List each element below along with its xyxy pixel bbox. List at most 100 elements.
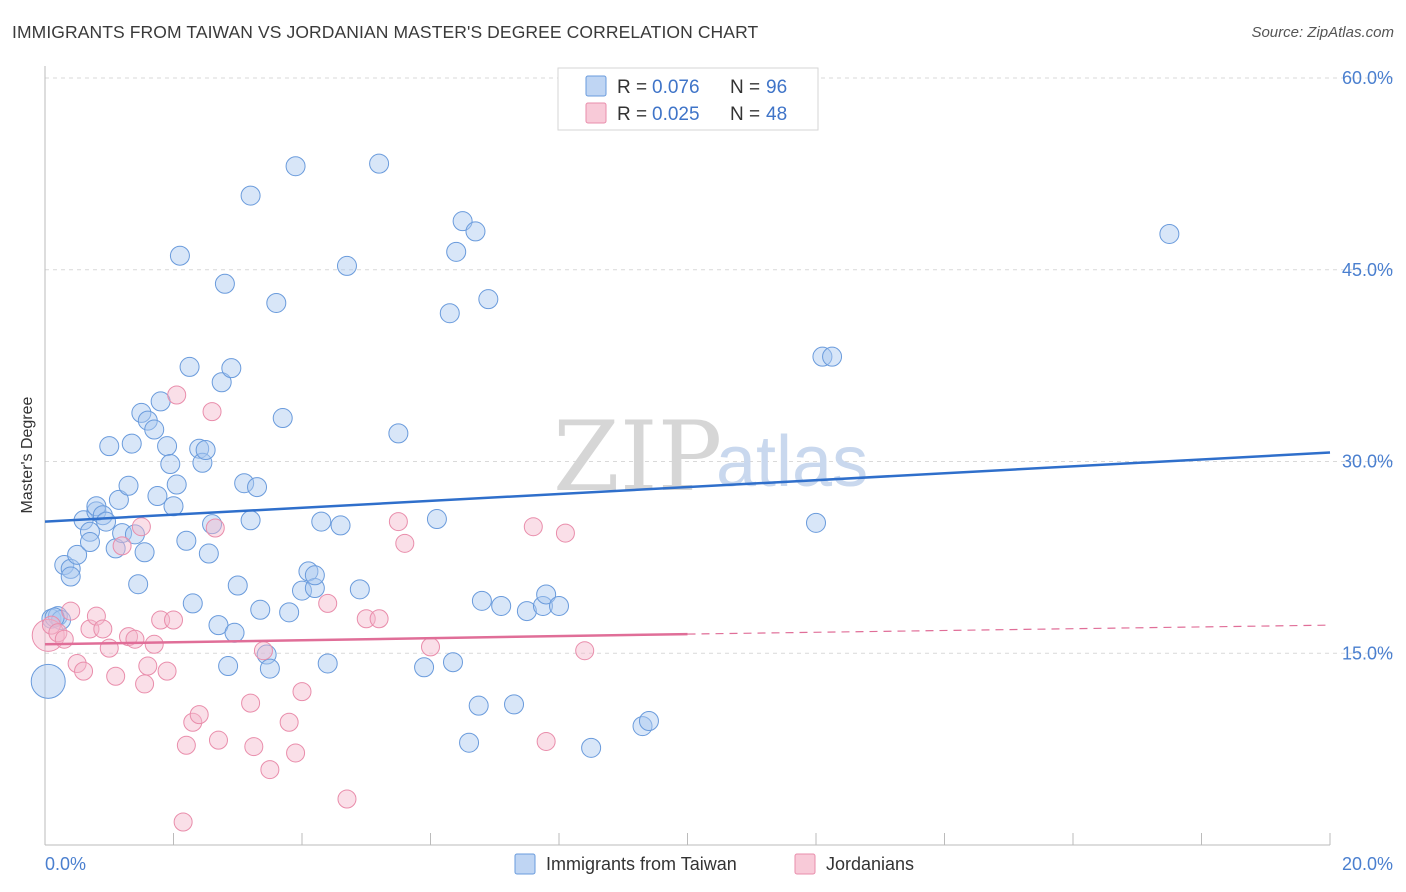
point-taiwan [128, 574, 149, 595]
point-taiwan [169, 245, 190, 266]
point-jordan [421, 637, 440, 657]
point-jordan [144, 634, 164, 654]
y-tick-label-1: 30.0% [1342, 452, 1393, 472]
legend-n-label-jordan: N = [730, 104, 760, 125]
point-taiwan [536, 584, 557, 605]
point-taiwan [465, 221, 486, 242]
point-jordan [112, 536, 132, 556]
point-taiwan [182, 593, 203, 614]
point-taiwan [266, 292, 287, 313]
point-taiwan [330, 515, 351, 536]
point-taiwan [224, 622, 245, 643]
point-taiwan [208, 615, 229, 636]
point-taiwan [163, 496, 184, 517]
chart-source: Source: ZipAtlas.com [1251, 24, 1394, 41]
point-taiwan [195, 439, 216, 460]
point-taiwan [369, 153, 390, 174]
point-jordan [86, 606, 106, 626]
point-taiwan [388, 423, 409, 444]
point-taiwan [131, 402, 152, 423]
point-taiwan [160, 454, 181, 475]
watermark-zip: ZIP [553, 401, 722, 513]
point-jordan [135, 674, 155, 694]
point-jordan [205, 518, 225, 538]
point-taiwan [442, 652, 463, 673]
y-tick-label-2: 45.0% [1342, 260, 1393, 280]
point-taiwan [192, 452, 213, 473]
legend-n-value-taiwan: 96 [766, 77, 787, 98]
bottom-legend-label-jordan: Jordanians [826, 854, 914, 874]
point-taiwan [67, 544, 88, 565]
trend-line-taiwan [44, 451, 1331, 523]
point-taiwan [336, 255, 357, 276]
point-jordan [183, 712, 203, 732]
bottom-legend-swatch-taiwan [514, 853, 536, 875]
point-jordan [523, 517, 543, 537]
point-jordan [536, 731, 556, 751]
point-taiwan [516, 601, 537, 622]
x-tick-label-max: 20.0% [1342, 854, 1393, 874]
point-taiwan [240, 185, 261, 206]
point-taiwan [60, 566, 81, 587]
point-jordan [138, 656, 158, 676]
point-jordan [157, 661, 177, 681]
point-taiwan [459, 732, 480, 753]
point-taiwan [118, 475, 139, 496]
point-taiwan [822, 346, 843, 367]
point-jordan [575, 641, 595, 661]
point-jordan [395, 533, 415, 553]
point-taiwan [806, 512, 826, 533]
point-jordan [318, 593, 338, 613]
point-taiwan [581, 737, 602, 758]
point-taiwan [211, 372, 232, 393]
point-taiwan [121, 433, 142, 454]
point-taiwan [349, 579, 370, 600]
y-tick-label-0: 15.0% [1342, 643, 1393, 663]
legend-r-value-jordan: 0.025 [652, 104, 700, 125]
trend-lines [44, 451, 1331, 646]
point-taiwan [491, 595, 512, 616]
point-taiwan [250, 599, 271, 620]
point-taiwan [176, 530, 197, 551]
point-taiwan [147, 486, 168, 507]
point-jordan [337, 789, 357, 809]
bottom-legend-swatch-jordan [794, 853, 816, 875]
bottom-legend-label-taiwan: Immigrants from Taiwan [546, 854, 737, 874]
point-jordan [388, 512, 408, 532]
point-taiwan [227, 575, 248, 596]
point-jordan [125, 629, 145, 649]
point-jordan [173, 812, 193, 832]
point-taiwan [218, 656, 239, 677]
point-jordan [93, 619, 113, 639]
point-taiwan [247, 477, 268, 498]
point-jordan [244, 737, 264, 757]
point-jordan [260, 760, 280, 780]
point-taiwan [292, 580, 312, 601]
point-taiwan [478, 289, 499, 310]
y-tick-label-3: 60.0% [1342, 68, 1393, 88]
legend-r-label-taiwan: R = [617, 77, 647, 98]
legend-n-value-jordan: 48 [766, 104, 787, 125]
point-jordan [189, 705, 209, 725]
watermark: ZIP atlas [553, 401, 868, 513]
point-jordan [176, 735, 196, 755]
point-taiwan [279, 602, 300, 623]
point-taiwan [99, 436, 120, 457]
point-taiwan [426, 509, 447, 530]
point-jordan [286, 743, 306, 763]
y-axis-label: Master's Degree [19, 396, 36, 513]
point-taiwan [414, 657, 435, 678]
point-taiwan [96, 511, 117, 532]
legend: R = 0.076 N = 96 R = 0.025 N = 48 [557, 67, 819, 131]
point-taiwan [79, 521, 100, 542]
point-jordan [164, 610, 183, 630]
point-jordan [279, 712, 299, 732]
point-jordan [74, 661, 94, 681]
point-jordan [208, 730, 228, 750]
point-taiwan [1159, 223, 1180, 244]
point-taiwan [446, 241, 467, 262]
point-taiwan [144, 419, 165, 440]
x-tick-label-min: 0.0% [45, 854, 86, 874]
chart-title: IMMIGRANTS FROM TAIWAN VS JORDANIAN MAST… [12, 22, 759, 42]
legend-r-label-jordan: R = [617, 104, 647, 125]
